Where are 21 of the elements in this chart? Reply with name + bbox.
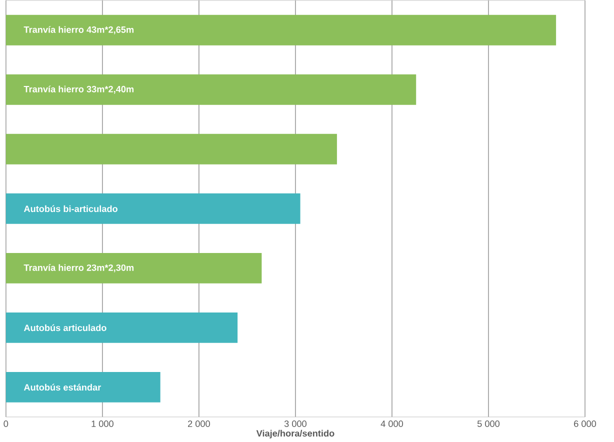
y-tick-label: Tranvía hierro 33m*2,40m xyxy=(24,86,134,94)
y-tick-label: Tranvía hierro 23m*2,30m xyxy=(24,264,134,272)
y-tick-label: Autobús bi-articulado xyxy=(24,205,118,212)
bar xyxy=(6,372,160,403)
x-tick-label: 0 xyxy=(4,420,8,428)
y-tick-label: Tranvía hierro 43m*2,65m xyxy=(24,26,134,34)
x-tick-label: 1 000 xyxy=(92,420,114,428)
x-tick-label: 3 000 xyxy=(284,420,306,428)
bar xyxy=(6,74,416,106)
x-tick-label: 4 000 xyxy=(380,420,404,428)
bar xyxy=(6,134,337,165)
x-tick-label: 5 000 xyxy=(477,420,500,428)
x-tick-label: 2 000 xyxy=(188,420,210,428)
x-axis-title: Viaje/hora/sentido xyxy=(256,430,334,438)
bar xyxy=(6,253,262,284)
y-tick-label: Autobús articulado xyxy=(24,324,106,332)
x-tick-label: 6 000 xyxy=(574,420,596,428)
bar xyxy=(6,194,300,224)
bar xyxy=(6,312,238,344)
y-tick-label: Autobús estándar xyxy=(24,384,102,391)
bar xyxy=(6,15,556,46)
